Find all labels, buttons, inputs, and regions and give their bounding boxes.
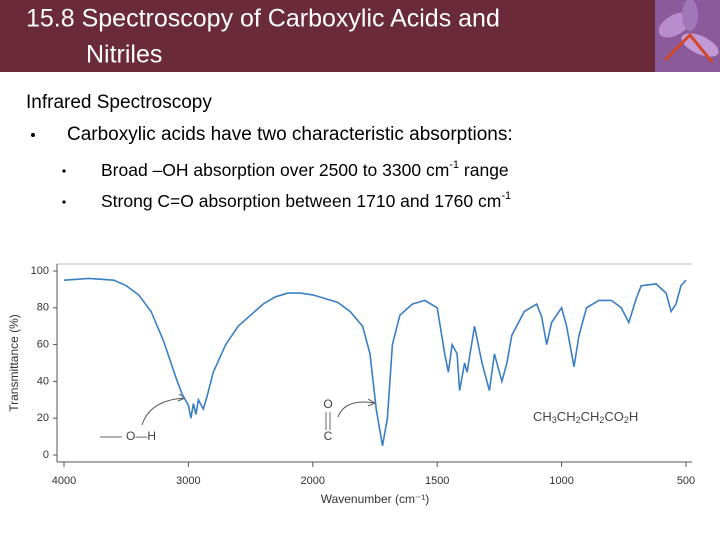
annotation-arrow: [141, 397, 186, 426]
superscript: -1: [501, 190, 511, 202]
annotation: O: [323, 397, 332, 411]
bullet-dot: [62, 169, 66, 173]
flower-image: [655, 0, 720, 72]
title: 15.8 Spectroscopy of Carboxylic Acids an…: [26, 5, 500, 33]
sub-bullet: Broad –OH absorption over 2500 to 3300 c…: [101, 159, 509, 180]
x-tick-label: 3000: [176, 475, 200, 487]
bullet-dot: [62, 200, 66, 204]
bullet: Carboxylic acids have two characteristic…: [67, 124, 513, 145]
sub-bullet-text: Broad –OH absorption over 2500 to 3300 c…: [101, 160, 449, 180]
sub-bullet-text: Strong C=O absorption between 1710 and 1…: [101, 191, 501, 211]
sub-bullet: Strong C=O absorption between 1710 and 1…: [101, 190, 511, 211]
x-tick-label: 2000: [301, 475, 325, 487]
annotation: C: [324, 429, 333, 443]
title: Nitriles: [86, 41, 162, 69]
title-bar: [0, 0, 720, 72]
y-tick-label: 0: [43, 449, 49, 461]
formula: CH3CH2CH2CO2H: [533, 409, 638, 425]
y-tick-label: 40: [37, 375, 49, 387]
spectrum-line: [63, 277, 687, 446]
x-axis-title: Wavenumber (cm⁻¹): [321, 492, 430, 506]
superscript: -1: [449, 159, 459, 171]
x-tick-label: 1000: [549, 475, 573, 487]
y-tick-label: 20: [37, 412, 49, 424]
x-tick-label: 1500: [425, 475, 449, 487]
bullet-dot: [31, 133, 35, 137]
arrow-head: [367, 398, 376, 407]
y-tick-label: 100: [31, 265, 49, 277]
y-tick-label: 80: [37, 302, 49, 314]
x-tick-label: 4000: [52, 475, 76, 487]
y-axis-title: Transmittance (%): [7, 314, 21, 412]
annotation: O—H: [126, 429, 156, 443]
x-tick-label: 500: [677, 475, 695, 487]
annotation-arrow: [337, 401, 376, 418]
sub-bullet-text: range: [459, 160, 509, 180]
heading: Infrared Spectroscopy: [26, 92, 212, 113]
y-tick-label: 60: [37, 339, 49, 351]
